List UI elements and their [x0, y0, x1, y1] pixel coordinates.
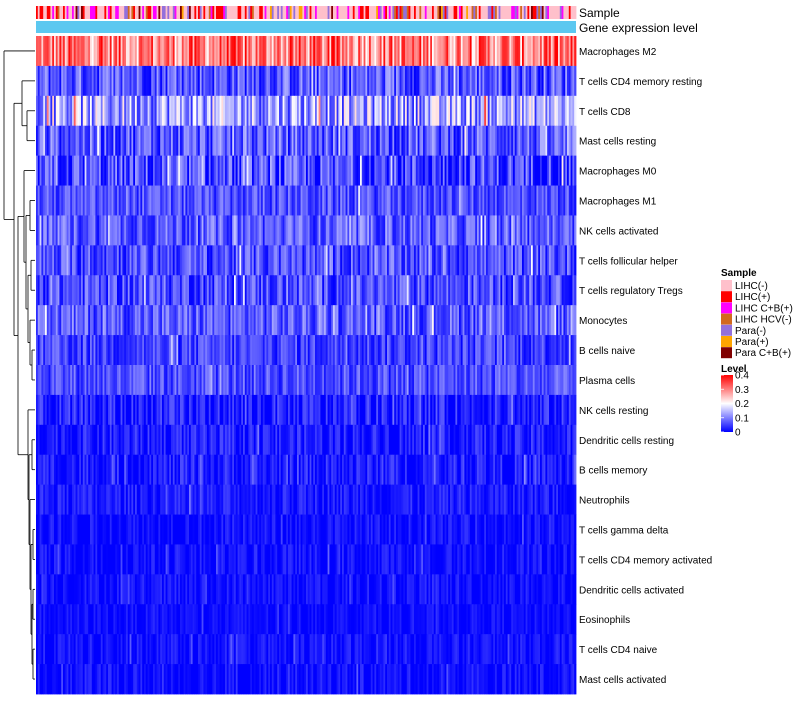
heatmap-cell [574, 66, 576, 96]
heatmap-cell [574, 215, 576, 245]
sample-annotation-bar [36, 6, 576, 19]
heatmap-cell [574, 365, 576, 395]
gene-expression-annotation-bar [36, 21, 576, 33]
heatmap-cell [574, 425, 576, 455]
heatmap-cell [574, 455, 576, 485]
sample-annotation-cell [574, 6, 576, 19]
heatmap-cell [574, 36, 576, 66]
heatmap-cell [574, 186, 576, 216]
heatmap-cell [574, 156, 576, 186]
heatmap-cell [574, 305, 576, 335]
gene-expression-bar [36, 21, 576, 33]
heatmap-cell [574, 395, 576, 425]
heatmap-cell [574, 335, 576, 365]
heatmap-cells [36, 36, 576, 694]
row-dendrogram [4, 51, 35, 679]
heatmap-cell [574, 275, 576, 305]
heatmap-cell [574, 245, 576, 275]
heatmap-cell [574, 126, 576, 156]
heatmap-cell [574, 96, 576, 126]
